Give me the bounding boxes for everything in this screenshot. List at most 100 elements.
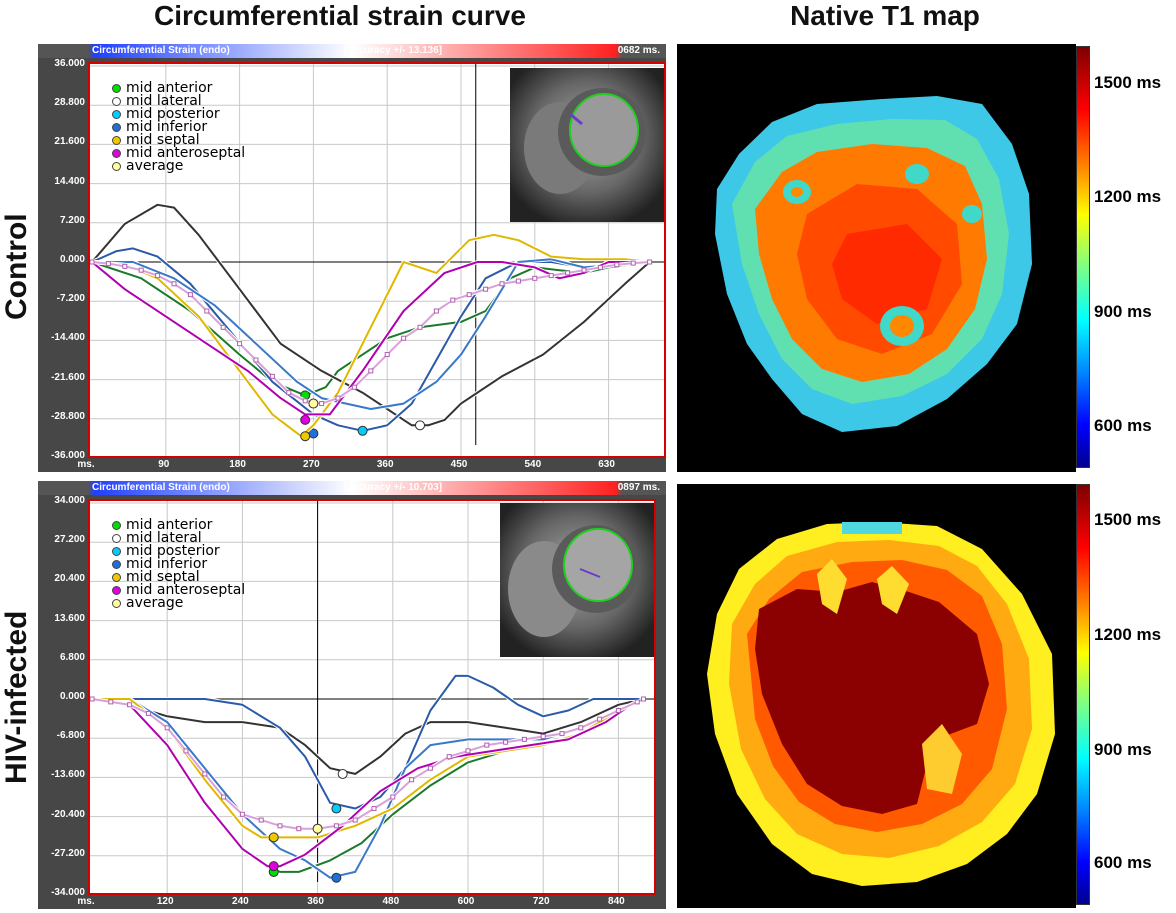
y-tick-label: 34.000 <box>54 495 85 506</box>
strain-curve-header: Circumferential strain curve <box>154 0 526 31</box>
legend-marker-icon <box>112 162 121 171</box>
legend-label: mid posterior <box>126 543 220 559</box>
x-tick-label: 540 <box>524 459 542 470</box>
average-marker <box>296 826 302 832</box>
y-tick-label: 28.800 <box>54 97 85 109</box>
average-marker <box>515 278 521 284</box>
legend-label: average <box>126 595 184 611</box>
average-marker <box>548 273 554 279</box>
average-marker <box>277 823 283 829</box>
average-marker <box>499 281 505 287</box>
average-marker <box>138 267 144 273</box>
average-marker <box>221 794 227 800</box>
legend-item: mid anterior <box>112 81 245 95</box>
panel-titlebar: Circumferential Strain (endo) [accuracy … <box>38 481 666 495</box>
peak-strain-marker <box>415 420 425 431</box>
series-halo <box>91 697 645 869</box>
peak-strain-marker <box>357 425 368 436</box>
legend-label: mid anteroseptal <box>126 145 246 161</box>
heart-cine-icon <box>500 503 654 657</box>
strain-plot-hiv: mid anterior mid lateral mid posterior mid … <box>88 499 656 895</box>
panel-title: Circumferential Strain (endo) <box>92 45 230 56</box>
colorbar-hiv <box>1076 484 1090 905</box>
y-tick-label: -7.200 <box>56 293 85 305</box>
average-marker <box>597 716 603 722</box>
y-tick-label: -14.400 <box>51 332 85 344</box>
average-marker <box>409 777 415 783</box>
average-marker <box>446 754 452 760</box>
average-marker <box>202 771 208 777</box>
average-marker <box>390 794 396 800</box>
legend: mid anterior mid lateral mid posterior mid … <box>112 518 246 611</box>
y-tick-label: 0.000 <box>59 254 85 265</box>
x-tick-label: 840 <box>608 896 625 907</box>
y-tick-label: -13.600 <box>51 769 85 781</box>
colorbar-label: 1500 ms <box>1094 510 1162 529</box>
average-marker <box>401 335 407 341</box>
average-marker <box>597 264 603 270</box>
x-tick-label: 720 <box>532 896 550 907</box>
series-line <box>91 698 644 868</box>
legend-item: average <box>112 159 245 173</box>
y-tick-label: 14.400 <box>54 175 85 187</box>
average-marker <box>302 398 308 404</box>
legend-marker-icon <box>112 97 121 106</box>
average-marker <box>466 292 472 298</box>
average-marker <box>155 273 161 279</box>
mri-inset-image <box>510 68 664 222</box>
peak-strain-marker <box>331 803 342 814</box>
average-marker <box>483 286 489 292</box>
average-marker <box>171 281 177 287</box>
average-marker <box>90 696 95 702</box>
y-tick-label: 13.600 <box>54 612 85 624</box>
y-tick-label: 0.000 <box>59 691 85 702</box>
average-marker <box>427 765 433 771</box>
legend-marker-icon <box>112 534 121 543</box>
x-tick-label: 270 <box>303 459 320 470</box>
legend-label: mid lateral <box>126 93 202 109</box>
legend-item: mid lateral <box>112 531 245 545</box>
t1-map-image <box>707 522 1055 886</box>
strain-panel-control: Circumferential Strain (endo) [accuracy … <box>38 44 666 472</box>
series-halo <box>90 202 651 428</box>
peak-strain-marker <box>300 414 311 425</box>
y-tick-label: 20.400 <box>54 573 85 585</box>
average-marker <box>164 725 170 731</box>
y-tick-label: 27.200 <box>54 534 85 546</box>
legend-item: mid anteroseptal <box>112 582 246 598</box>
peak-strain-marker <box>331 872 342 883</box>
y-tick-label: -36.000 <box>51 450 85 461</box>
legend-label: mid posterior <box>126 106 220 122</box>
legend-marker-icon <box>112 149 121 158</box>
colorbar-label: 1500 ms <box>1094 73 1162 92</box>
colorbar-label: 900 ms <box>1094 740 1152 759</box>
average-marker <box>640 696 646 702</box>
legend-item: average <box>112 595 245 611</box>
legend-item: mid inferior <box>112 557 245 571</box>
average-marker <box>503 739 509 745</box>
average-marker <box>647 259 653 265</box>
legend-label: mid septal <box>126 132 200 148</box>
row-label-control: Control <box>0 213 33 320</box>
legend-marker-icon <box>112 110 121 119</box>
average-marker <box>417 324 423 330</box>
x-tick-label: 90 <box>158 459 170 470</box>
average-marker <box>351 384 357 390</box>
average-marker <box>484 742 490 748</box>
average-marker <box>108 699 114 705</box>
legend-item: mid anterior <box>112 518 245 532</box>
legend-label: mid anteroseptal <box>126 582 246 598</box>
row-label-hiv: HIV-infected <box>0 610 33 784</box>
legend-item: mid septal <box>112 570 245 584</box>
legend-label: mid inferior <box>126 119 208 135</box>
average-marker <box>122 263 128 269</box>
y-tick-label: 21.600 <box>54 136 85 148</box>
average-marker <box>540 733 546 739</box>
legend-marker-icon <box>112 136 121 145</box>
average-marker <box>634 699 640 705</box>
average-marker <box>614 262 620 268</box>
average-marker <box>237 341 243 347</box>
x-tick-label: 600 <box>457 896 475 907</box>
average-marker <box>183 748 189 754</box>
time-label: 0682 ms. <box>617 45 660 56</box>
